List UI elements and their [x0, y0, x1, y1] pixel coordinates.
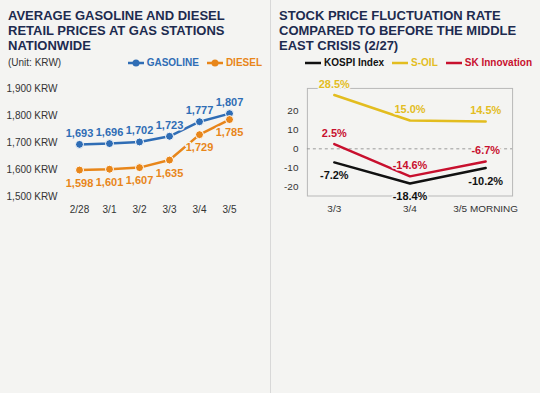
html-text:S-OIL: S-OIL	[411, 57, 438, 68]
svg-text:2.5%: 2.5%	[322, 127, 347, 139]
svg-text:1,607: 1,607	[126, 174, 154, 186]
svg-text:1,601: 1,601	[96, 176, 124, 188]
svg-text:14.5%: 14.5%	[470, 104, 501, 116]
svg-text:1,600 KRW: 1,600 KRW	[7, 164, 59, 175]
html-text:GASOLINE: GASOLINE	[146, 57, 199, 68]
html-text:STOCK PRICE FLUCTUATION RATE C: STOCK PRICE FLUCTUATION RATE COMPARED TO…	[279, 8, 517, 53]
html-text:AVERAGE GASOLINE AND DIESEL RE: AVERAGE GASOLINE AND DIESEL RETAIL PRICE…	[8, 8, 225, 53]
svg-text:-10: -10	[284, 162, 299, 173]
html-text:(Unit: KRW): (Unit: KRW)	[8, 57, 62, 68]
svg-text:1,729: 1,729	[186, 141, 214, 153]
svg-text:1,777: 1,777	[186, 104, 214, 116]
svg-text:2/28: 2/28	[70, 204, 90, 215]
svg-text:1,693: 1,693	[66, 127, 94, 139]
svg-text:-20: -20	[284, 181, 299, 192]
svg-text:10: 10	[287, 124, 299, 135]
html-text:DIESEL: DIESEL	[225, 57, 262, 68]
svg-text:15.0%: 15.0%	[394, 103, 425, 115]
svg-text:3/1: 3/1	[103, 204, 117, 215]
svg-text:-6.7%: -6.7%	[471, 144, 500, 156]
svg-text:3/4: 3/4	[193, 204, 207, 215]
svg-text:1,900 KRW: 1,900 KRW	[7, 83, 59, 94]
svg-text:3/3: 3/3	[163, 204, 177, 215]
svg-text:1,785: 1,785	[216, 126, 244, 138]
svg-text:1,702: 1,702	[126, 124, 154, 136]
svg-text:1,635: 1,635	[156, 167, 184, 179]
html-text:SK Innovation: SK Innovation	[464, 57, 532, 68]
svg-text:3/5 MORNING: 3/5 MORNING	[453, 203, 518, 214]
svg-text:0: 0	[293, 143, 299, 154]
svg-text:3/2: 3/2	[133, 204, 147, 215]
svg-text:3/5: 3/5	[223, 204, 237, 215]
svg-text:1,800 KRW: 1,800 KRW	[7, 110, 59, 121]
svg-text:-14.6%: -14.6%	[393, 159, 428, 171]
svg-text:1,700 KRW: 1,700 KRW	[7, 137, 59, 148]
svg-text:3/4: 3/4	[403, 203, 417, 214]
svg-text:1,723: 1,723	[156, 119, 184, 131]
svg-text:-7.2%: -7.2%	[320, 169, 349, 181]
svg-text:3/3: 3/3	[327, 203, 341, 214]
svg-text:1,807: 1,807	[216, 96, 244, 108]
svg-text:1,500 KRW: 1,500 KRW	[7, 191, 59, 202]
html-text:KOSPI Index: KOSPI Index	[324, 57, 385, 68]
svg-text:-10.2%: -10.2%	[468, 175, 503, 187]
svg-text:28.5%: 28.5%	[319, 78, 350, 90]
svg-text:1,696: 1,696	[96, 126, 124, 138]
svg-text:1,598: 1,598	[66, 177, 94, 189]
svg-text:20: 20	[287, 105, 299, 116]
svg-text:-18.4%: -18.4%	[393, 190, 428, 202]
